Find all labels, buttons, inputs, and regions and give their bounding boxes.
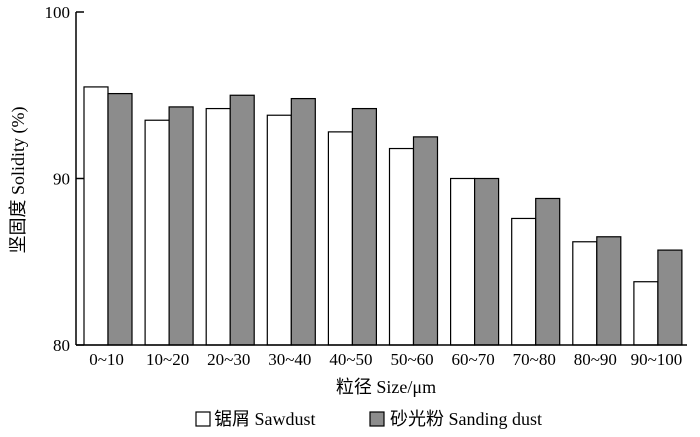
bars-group (83, 86, 683, 346)
legend-label-sawdust: 锯屑 Sawdust (214, 409, 316, 429)
bar-sanding-dust-9 (596, 236, 622, 346)
x-tick-label: 30~40 (268, 350, 311, 369)
bar-sanding-dust-8 (535, 197, 561, 346)
x-tick-label: 10~20 (146, 350, 189, 369)
legend-label-sanding-dust: 砂光粉 Sanding dust (390, 409, 542, 429)
x-tick-label: 70~80 (513, 350, 556, 369)
legend-swatch-sanding-dust (369, 411, 385, 427)
bar-sawdust-5 (327, 131, 353, 346)
x-tick-label: 40~50 (329, 350, 372, 369)
bar-sawdust-8 (511, 217, 537, 346)
x-axis-title: 粒径 Size/μm (336, 377, 436, 397)
bar-sanding-dust-6 (412, 136, 439, 346)
y-ticks-group: 80 90 100 (45, 3, 84, 355)
x-tick-label: 50~60 (390, 350, 433, 369)
x-tick-label: 60~70 (452, 350, 495, 369)
x-tick-label: 90~100 (631, 350, 683, 369)
bar-sawdust-3 (205, 107, 231, 346)
bar-sawdust-9 (572, 241, 598, 346)
x-tick-label: 80~90 (574, 350, 617, 369)
y-tick-label: 80 (53, 336, 70, 355)
bar-sanding-dust-2 (168, 106, 194, 346)
bar-sanding-dust-3 (229, 94, 255, 346)
legend-swatch-sawdust (195, 411, 211, 427)
bar-sawdust-6 (388, 147, 415, 346)
bar-sanding-dust-1 (107, 92, 133, 346)
y-tick-label: 90 (53, 170, 70, 189)
bar-sawdust-4 (266, 114, 292, 346)
bar-sawdust-1 (83, 86, 109, 346)
x-tick-label: 0~10 (89, 350, 124, 369)
x-ticks-group: 0~10 10~20 20~30 30~40 40~50 50~60 60~70 70~80 8… (89, 350, 682, 369)
bar-sanding-dust-7 (474, 177, 500, 346)
legend: 锯屑 Sawdust 砂光粉 Sanding dust (195, 409, 542, 429)
bar-sanding-dust-5 (351, 107, 377, 346)
bar-sanding-dust-10 (657, 249, 683, 346)
bar-sawdust-7 (450, 177, 476, 346)
x-tick-label: 20~30 (207, 350, 250, 369)
y-tick-label: 100 (45, 3, 71, 22)
bar-sawdust-2 (144, 119, 170, 346)
y-axis-title: 坚固度 Solidity (%) (8, 106, 29, 253)
bar-sanding-dust-4 (290, 97, 316, 346)
bar-sawdust-10 (633, 281, 659, 346)
